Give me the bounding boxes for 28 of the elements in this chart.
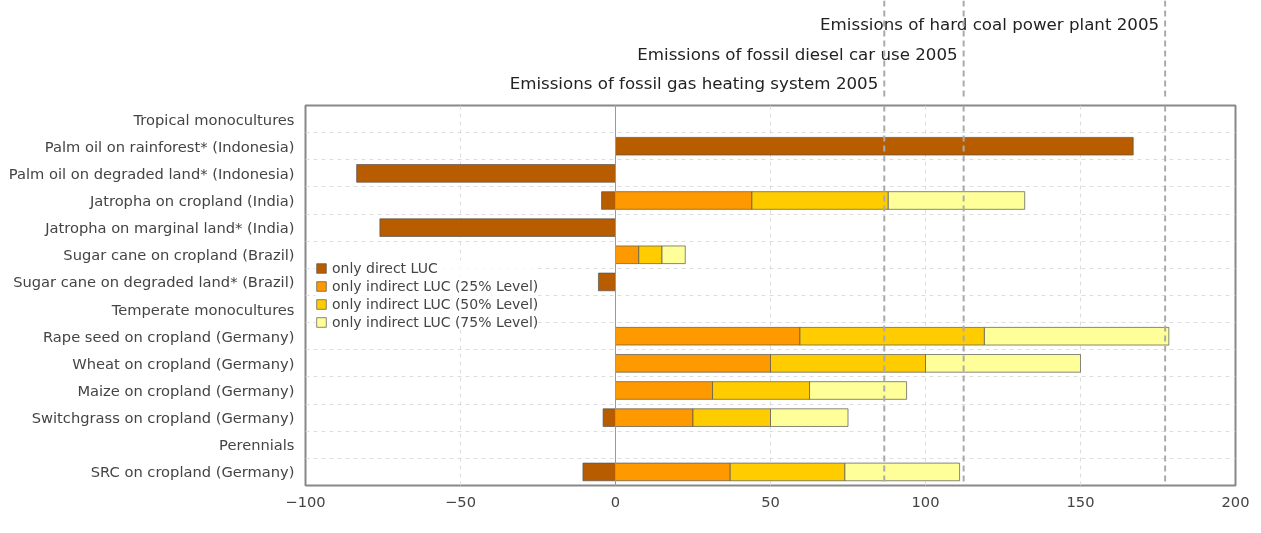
legend-label: only indirect LUC (50% Level) [332,296,539,312]
ref-line-label: Emissions of fossil gas heating system 2005 [509,74,879,94]
y-tick-label: Palm oil on rainforest* (Indonesia) [44,137,295,155]
y-tick-label: Rape seed on cropland (Germany) [43,327,295,345]
x-tick-label: −100 [285,492,326,510]
x-tick-label: 150 [1066,492,1095,510]
y-tick-label: Tropical monocultures [132,110,295,128]
x-tick-label: −50 [445,492,476,510]
x-tick-label: 200 [1221,492,1250,510]
y-tick-label: Jatropha on cropland (India) [88,192,295,209]
legend-label: only indirect LUC (75% Level) [332,314,539,330]
y-tick-label: Sugar cane on degraded land* (Brazil) [13,273,295,291]
y-tick-label: Perennials [219,436,295,454]
y-tick-label: Maize on cropland (Germany) [77,382,295,399]
y-tick-label: Temperate monocultures [110,300,295,318]
y-tick-label: SRC on cropland (Germany) [90,463,295,481]
y-tick-label: Palm oil on degraded land* (Indonesia) [8,164,295,182]
legend-label: only direct LUC [332,260,438,276]
legend-label: only indirect LUC (25% Level) [332,278,539,294]
x-tick-label: 100 [911,492,940,510]
ref-line-label: Emissions of hard coal power plant 2005 [820,15,1160,35]
x-tick-label: 50 [761,492,780,510]
x-tick-label: 0 [610,492,621,510]
y-tick-label: Jatropha on marginal land* (India) [44,219,295,237]
y-tick-label: Sugar cane on cropland (Brazil) [63,246,295,264]
y-tick-label: Switchgrass on cropland (Germany) [31,409,295,427]
y-tick-label: Wheat on cropland (Germany) [72,354,295,372]
ref-line-label: Emissions of fossil diesel car use 2005 [637,44,958,64]
